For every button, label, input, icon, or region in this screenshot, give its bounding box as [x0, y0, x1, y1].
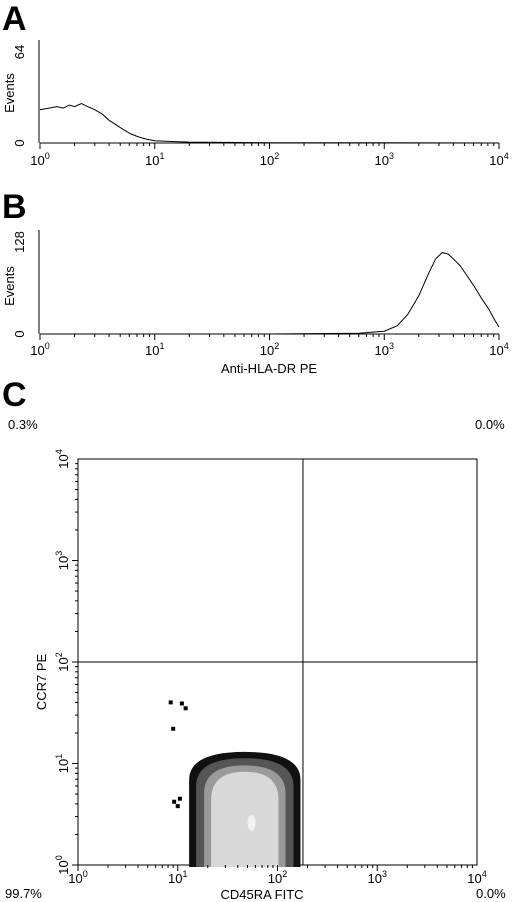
- dot-plot-c-outlier-point: [175, 804, 180, 809]
- dot-plot-c-x-tick-label: 101: [168, 869, 187, 886]
- histogram-b-y-axis-label: Events: [2, 266, 17, 306]
- dot-plot-c-outlier-point: [177, 796, 182, 801]
- quadrant-upper-left-percent: 0.3%: [8, 417, 38, 432]
- histogram-a-x-tick-label: 101: [145, 151, 164, 168]
- dot-plot-c-y-tick-label: 101: [54, 754, 71, 773]
- dot-plot-c-x-axis-label: CD45RA FITC: [220, 887, 303, 902]
- panel-label-c: C: [2, 376, 27, 414]
- dot-plot-c-y-tick-label: 103: [54, 551, 71, 570]
- dot-plot-c-y-tick-label: 100: [54, 855, 71, 874]
- histogram-b-x-ticks: 100 101 102 103 104: [30, 334, 509, 358]
- histogram-b-x-tick-label: 102: [260, 341, 279, 358]
- dot-plot-c: 100 101 102 103 104 100 101 102 103 104 CD45RA F…: [34, 449, 487, 902]
- histogram-a-y-tick-min: 0: [12, 139, 27, 146]
- histogram-a-x-ticks: 100 101 102 103 104: [30, 143, 509, 168]
- dot-plot-c-x-tick-label: 100: [68, 869, 87, 886]
- histogram-b-y-tick-min: 0: [12, 330, 27, 337]
- dot-plot-c-y-axis-label: CCR7 PE: [34, 654, 49, 711]
- quadrant-lower-left-percent: 99.7%: [5, 886, 42, 901]
- dot-plot-c-density-core: [247, 814, 256, 831]
- histogram-a-series-line: [39, 103, 500, 144]
- histogram-b-x-tick-label: 104: [489, 341, 508, 358]
- quadrant-lower-right-percent: 0.0%: [476, 886, 506, 901]
- dot-plot-c-y-tick-label: 104: [54, 449, 71, 468]
- panel-label-a: A: [2, 0, 27, 38]
- histogram-b-series-line: [40, 252, 500, 335]
- histogram-a-y-tick-max: 64: [12, 45, 27, 59]
- histogram-b: Events 128 0 100 101 102 103 104 Anti-HLA-DR…: [2, 230, 509, 376]
- dot-plot-c-x-ticks: 100 101 102 103 104: [68, 865, 487, 886]
- dot-plot-c-outlier-point: [172, 799, 177, 804]
- quadrant-upper-right-percent: 0.0%: [475, 417, 505, 432]
- histogram-b-x-axis-label: Anti-HLA-DR PE: [221, 361, 317, 376]
- dot-plot-c-population: [189, 751, 301, 867]
- dot-plot-c-y-tick-label: 102: [54, 652, 71, 671]
- histogram-b-y-tick-max: 128: [12, 231, 27, 253]
- histogram-b-x-tick-label: 101: [145, 341, 164, 358]
- dot-plot-c-x-tick-label: 103: [368, 869, 387, 886]
- dot-plot-c-outlier-point: [171, 726, 176, 731]
- histogram-a-y-axis-label: Events: [2, 73, 17, 113]
- histogram-b-x-tick-label: 100: [30, 341, 49, 358]
- histogram-a-x-tick-label: 102: [260, 151, 279, 168]
- dot-plot-c-outlier-point: [183, 706, 188, 711]
- dot-plot-c-outlier-point: [168, 700, 173, 705]
- dot-plot-c-x-tick-label: 102: [268, 869, 287, 886]
- dot-plot-c-density-band: [211, 771, 279, 867]
- panel-label-b: B: [2, 188, 27, 226]
- histogram-a-x-tick-label: 103: [375, 151, 394, 168]
- histogram-a: Events 64 0 100 101 102 103 104: [2, 40, 509, 168]
- dot-plot-c-y-ticks: 100 101 102 103 104: [54, 449, 78, 875]
- histogram-b-x-tick-label: 103: [375, 341, 394, 358]
- histogram-a-x-tick-label: 104: [489, 151, 508, 168]
- dot-plot-c-x-tick-label: 104: [467, 869, 486, 886]
- dot-plot-c-outlier-point: [179, 701, 184, 706]
- dot-plot-c-outliers: [168, 700, 188, 809]
- histogram-a-x-tick-label: 100: [30, 151, 49, 168]
